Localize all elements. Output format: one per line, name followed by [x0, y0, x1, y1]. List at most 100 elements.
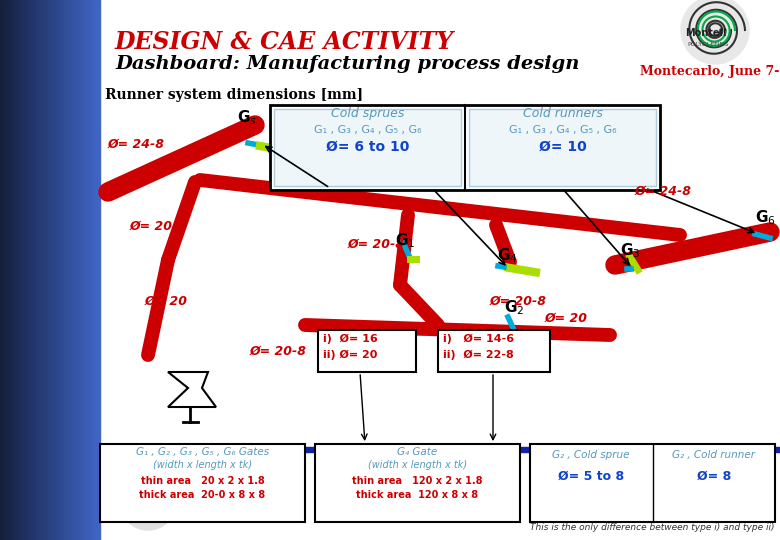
Bar [79, 0, 80, 540]
Bar [53, 0, 54, 540]
Bar [63, 0, 64, 540]
Text: G₁ , G₃ , G₄ , G₅ , G₆: G₁ , G₃ , G₄ , G₅ , G₆ [509, 125, 616, 135]
Bar [100, 447, 780, 452]
Bar [35, 0, 36, 540]
Bar [100, 444, 305, 522]
Bar [38, 0, 39, 540]
Bar [7, 0, 8, 540]
Bar [23, 0, 24, 540]
Bar [10, 0, 11, 540]
Bar [30, 0, 31, 540]
Bar [66, 0, 67, 540]
Bar [31, 0, 32, 540]
Text: thin area   120 x 2 x 1.8: thin area 120 x 2 x 1.8 [353, 476, 483, 486]
Text: Ø= 5 to 8: Ø= 5 to 8 [558, 470, 624, 483]
Bar [530, 444, 775, 522]
Bar [90, 0, 91, 540]
Bar [95, 0, 96, 540]
Bar [318, 330, 416, 372]
Bar [48, 0, 49, 540]
Bar [20, 0, 21, 540]
Circle shape [120, 474, 176, 530]
Text: i)   Ø= 14-6: i) Ø= 14-6 [443, 334, 514, 344]
Polygon shape [168, 372, 216, 407]
Text: Montell: Montell [124, 500, 160, 509]
Bar [88, 0, 89, 540]
Text: G₂ , Cold runner: G₂ , Cold runner [672, 450, 755, 460]
Text: thin area   20 x 2 x 1.8: thin area 20 x 2 x 1.8 [140, 476, 264, 486]
Bar [12, 0, 13, 540]
Bar [25, 0, 26, 540]
Bar [64, 0, 65, 540]
Bar [65, 0, 66, 540]
Circle shape [681, 0, 749, 64]
Text: G₄ Gate: G₄ Gate [397, 447, 438, 457]
Bar [69, 0, 70, 540]
Bar [83, 0, 84, 540]
Bar [93, 0, 94, 540]
Text: Ø= 20-8: Ø= 20-8 [490, 295, 547, 308]
Text: G₁ , G₂ , G₃ , G₅ , G₆ Gates: G₁ , G₂ , G₃ , G₅ , G₆ Gates [136, 447, 269, 457]
Bar [1, 0, 2, 540]
Bar [49, 0, 50, 540]
Bar [5, 0, 6, 540]
Text: Ø= 10: Ø= 10 [539, 140, 587, 154]
Bar [33, 0, 34, 540]
Text: Ø= 20-8: Ø= 20-8 [250, 345, 307, 358]
Bar [42, 0, 43, 540]
Bar [21, 0, 22, 540]
Bar [274, 109, 461, 186]
Bar [71, 0, 72, 540]
Bar [46, 0, 47, 540]
Text: DESIGN & CAE ACTIVITY: DESIGN & CAE ACTIVITY [115, 30, 454, 54]
Bar [58, 0, 59, 540]
Text: POLYOLEFINS: POLYOLEFINS [687, 42, 729, 47]
Text: Montell: Montell [685, 28, 726, 38]
Text: G$_4$: G$_4$ [497, 246, 518, 265]
Text: Ø= 8: Ø= 8 [697, 470, 731, 483]
Bar [78, 0, 79, 540]
Bar [54, 0, 55, 540]
Bar [89, 0, 90, 540]
Bar [92, 0, 93, 540]
Bar [80, 0, 81, 540]
Text: Ø= 20: Ø= 20 [145, 295, 188, 308]
Bar [60, 0, 61, 540]
Bar [55, 0, 56, 540]
Bar [75, 0, 76, 540]
Bar [59, 0, 60, 540]
Bar [469, 109, 656, 186]
Text: G$_1$: G$_1$ [395, 231, 416, 249]
Bar [4, 0, 5, 540]
Bar [26, 0, 27, 540]
Text: thick area  20-0 x 8 x 8: thick area 20-0 x 8 x 8 [140, 490, 265, 500]
Bar [2, 0, 3, 540]
Text: Ø= 24-8: Ø= 24-8 [635, 185, 692, 198]
Text: POLYOLEFINS: POLYOLEFINS [127, 512, 168, 517]
Bar [74, 0, 75, 540]
Text: Dashboard: Manufacturing process design: Dashboard: Manufacturing process design [115, 55, 580, 73]
Bar [15, 0, 16, 540]
Text: Ø= 20: Ø= 20 [130, 220, 173, 233]
Text: Ø= 20-8: Ø= 20-8 [348, 238, 405, 251]
Text: G$_2$: G$_2$ [504, 298, 524, 316]
Text: G$_6$: G$_6$ [755, 208, 776, 227]
Text: Ø= 6 to 10: Ø= 6 to 10 [326, 140, 410, 154]
Bar [84, 0, 85, 540]
Text: G₂ , Cold sprue: G₂ , Cold sprue [552, 450, 630, 460]
Text: (width x length x tk): (width x length x tk) [153, 460, 252, 470]
Bar [73, 0, 74, 540]
Bar [94, 0, 95, 540]
Bar [40, 0, 41, 540]
Bar [51, 0, 52, 540]
Bar [34, 0, 35, 540]
Bar [50, 0, 51, 540]
Text: G$_s$: G$_s$ [237, 108, 257, 127]
Bar [39, 0, 40, 540]
Text: ii)  Ø= 22-8: ii) Ø= 22-8 [443, 350, 514, 360]
Bar [9, 0, 10, 540]
Bar [62, 0, 63, 540]
Text: G$_3$: G$_3$ [620, 241, 640, 260]
Bar [36, 0, 37, 540]
Bar [86, 0, 87, 540]
